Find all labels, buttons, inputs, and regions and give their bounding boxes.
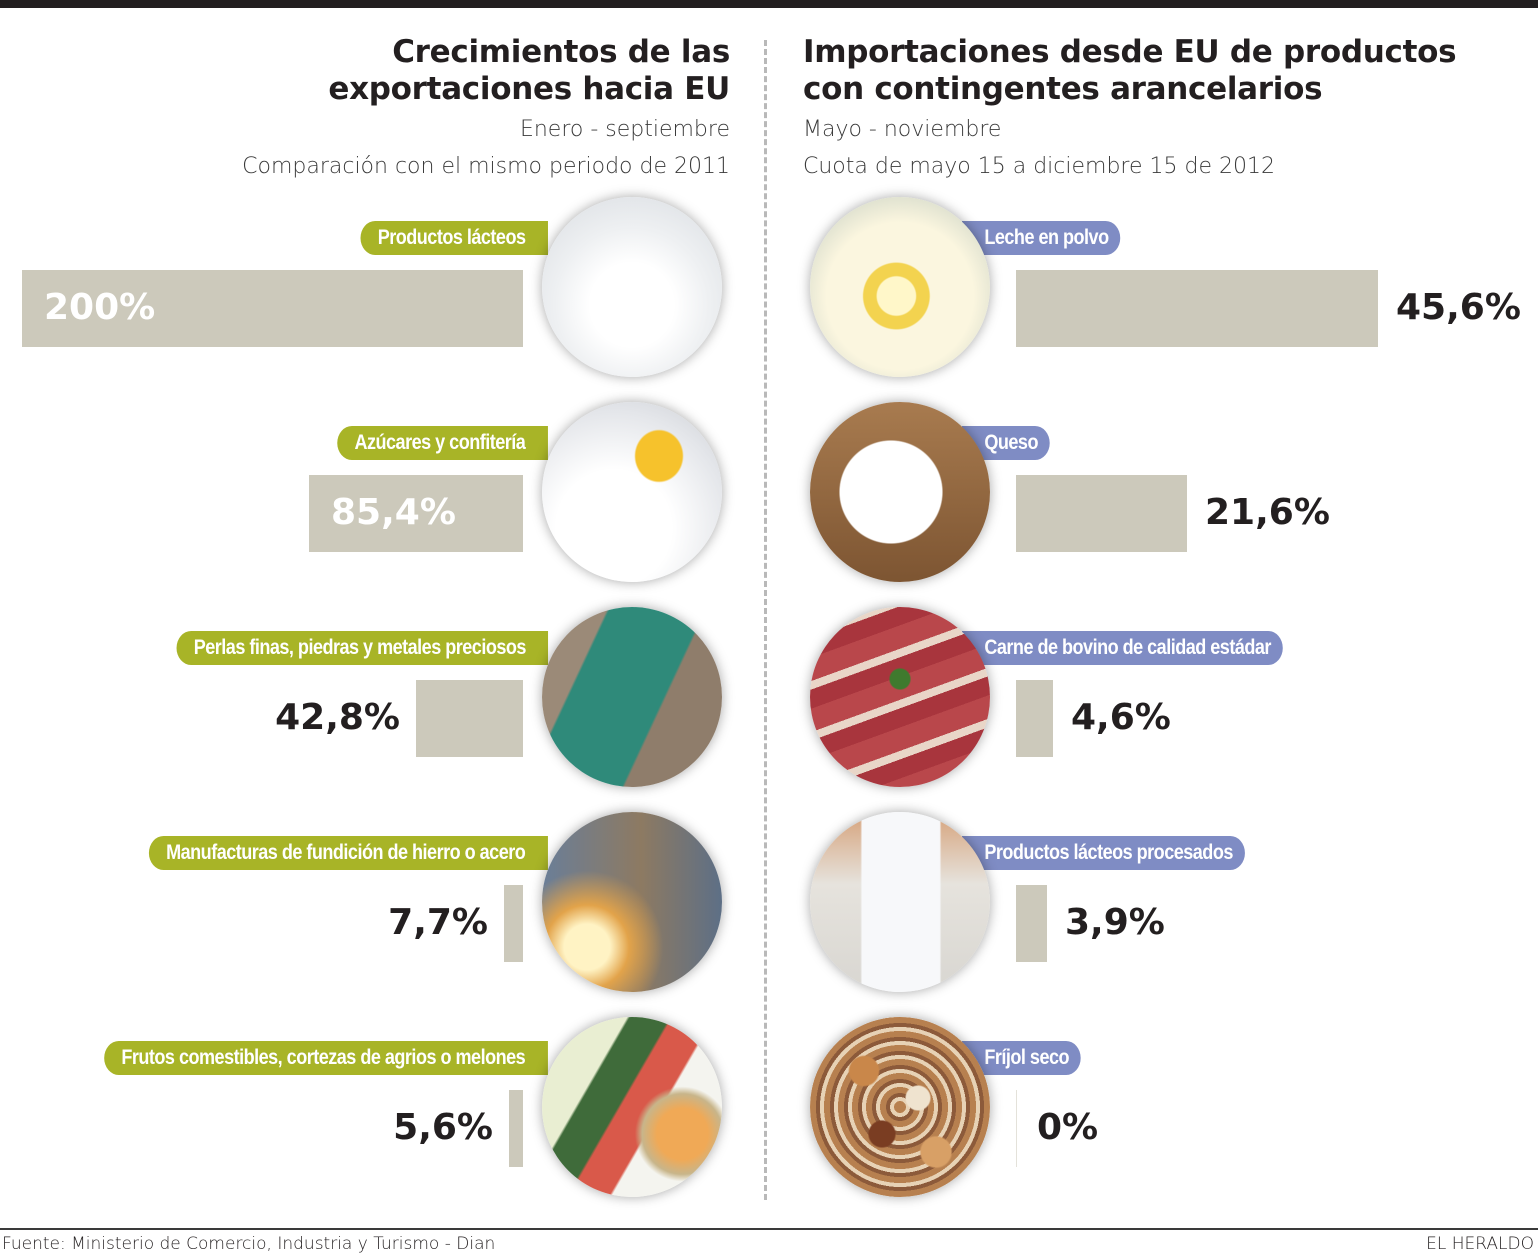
category-label: Carne de bovino de calidad estádar (962, 631, 1283, 665)
value-label: 3,9% (1065, 902, 1165, 943)
milk-products-photo (542, 197, 722, 377)
bar (309, 475, 523, 552)
melons-photo (542, 1017, 722, 1197)
bar (416, 680, 523, 757)
right-subtitle-period: Mayo - noviembre (803, 117, 1002, 142)
bar (1016, 270, 1378, 347)
bar (1016, 475, 1187, 552)
bar (504, 885, 523, 962)
center-dashed-divider (764, 40, 767, 1200)
category-label: Azúcares y confitería (337, 426, 548, 460)
right-subtitle-quota: Cuota de mayo 15 a diciembre 15 de 2012 (803, 154, 1275, 179)
left-title-line2: exportaciones hacia EU (328, 71, 730, 107)
footer-rule (0, 1228, 1538, 1230)
left-chart-row: Azúcares y confitería 85,4% (0, 402, 1538, 605)
category-label: Fríjol seco (962, 1041, 1082, 1075)
cheese-photo (810, 402, 990, 582)
value-label: 7,7% (388, 902, 488, 943)
right-chart-row: Productos lácteos procesados 3,9% (0, 812, 1538, 1015)
bar (1016, 680, 1053, 757)
right-chart-row: Fríjol seco 0% (0, 1017, 1538, 1220)
right-chart-row: Carne de bovino de calidad estádar 4,6% (0, 607, 1538, 810)
bar (509, 1090, 523, 1167)
left-chart-title: Crecimientos de las exportaciones hacia … (210, 34, 730, 108)
category-label: Frutos comestibles, cortezas de agrios o… (104, 1041, 548, 1075)
category-label: Leche en polvo (962, 221, 1121, 255)
value-label: 200% (44, 287, 156, 328)
bar (1016, 885, 1047, 962)
top-rule (0, 0, 1538, 8)
left-subtitle-period: Enero - septiembre (519, 117, 730, 142)
publisher-brand: EL HERALDO (1426, 1234, 1534, 1254)
category-label: Productos lácteos (360, 221, 548, 255)
bar (22, 270, 523, 347)
zero-baseline (1016, 1090, 1017, 1167)
left-chart-row: Perlas finas, piedras y metales precioso… (0, 607, 1538, 810)
category-label: Productos lácteos procesados (962, 836, 1245, 870)
value-label: 45,6% (1396, 287, 1521, 328)
source-note: Fuente: Ministerio de Comercio, Industri… (2, 1234, 496, 1254)
right-chart-row: Queso 21,6% (0, 402, 1538, 605)
sugar-lemon-photo (542, 402, 722, 582)
value-label: 5,6% (393, 1107, 493, 1148)
category-label: Perlas finas, piedras y metales precioso… (176, 631, 548, 665)
left-chart-row: Productos lácteos 200% (0, 197, 1538, 400)
value-label: 42,8% (275, 697, 400, 738)
dry-beans-photo (810, 1017, 990, 1197)
value-label: 85,4% (331, 492, 456, 533)
right-chart-title: Importaciones desde EU de productos con … (803, 34, 1533, 108)
left-subtitle-comparison: Comparación con el mismo periodo de 2011 (242, 154, 730, 179)
right-chart-row: Leche en polvo 45,6% (0, 197, 1538, 400)
left-chart-row: Frutos comestibles, cortezas de agrios o… (0, 1017, 1538, 1220)
right-title-line2: con contingentes arancelarios (803, 71, 1323, 107)
right-title-line1: Importaciones desde EU de productos (803, 34, 1457, 70)
powdered-milk-photo (810, 197, 990, 377)
value-label: 21,6% (1205, 492, 1330, 533)
emerald-gemstone-photo (542, 607, 722, 787)
yogurt-photo (810, 812, 990, 992)
beef-photo (810, 607, 990, 787)
left-chart-row: Manufacturas de fundición de hierro o ac… (0, 812, 1538, 1015)
value-label: 4,6% (1071, 697, 1171, 738)
value-label: 0% (1037, 1107, 1099, 1148)
foundry-worker-photo (542, 812, 722, 992)
category-label: Manufacturas de fundición de hierro o ac… (149, 836, 548, 870)
left-title-line1: Crecimientos de las (392, 34, 730, 70)
